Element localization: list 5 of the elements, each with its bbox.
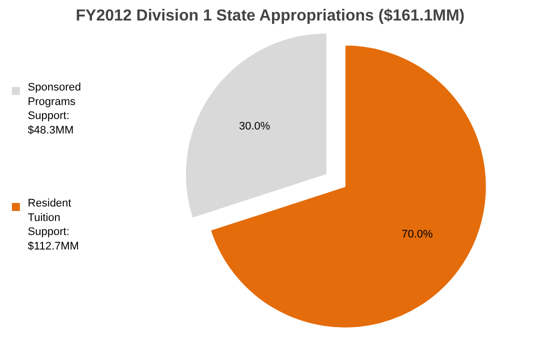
legend-label: Sponsored Programs Support: $48.3MM [28, 81, 82, 137]
data-label: 30.0% [239, 120, 270, 132]
data-label: 70.0% [402, 228, 434, 241]
legend-label: Resident Tuition Support: $112.7MM [28, 197, 79, 253]
chart-title: FY2012 Division 1 State Appropriations ($161.1MM) [76, 8, 465, 24]
